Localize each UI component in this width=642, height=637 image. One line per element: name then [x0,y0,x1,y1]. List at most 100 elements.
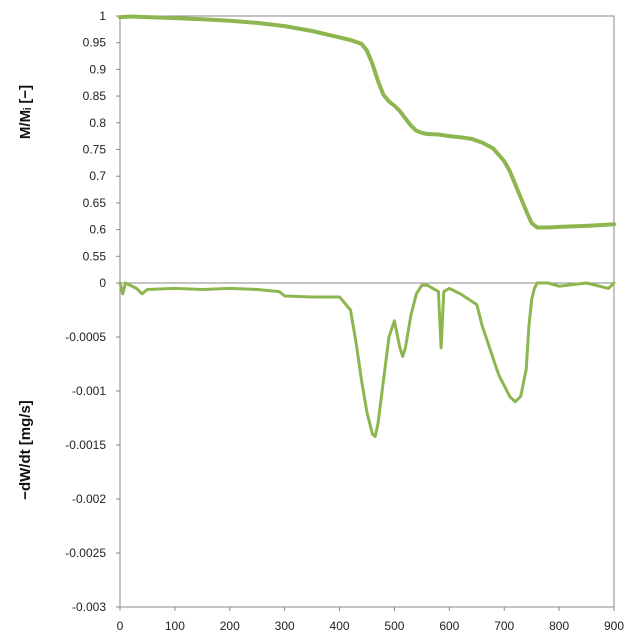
y-tick-label: -0.0015 [65,438,106,452]
tick-marks [116,15,615,611]
data-point-bottom [439,346,443,349]
data-series [118,14,616,438]
plot-frame-bottom [119,282,615,608]
data-point-top [491,146,495,150]
data-point-bottom [514,400,517,403]
y-tick-label: -0.003 [72,600,106,614]
plot-frames [119,15,615,608]
y-tick-label: 0.65 [83,196,107,210]
data-point-bottom [437,290,440,293]
bottom-y-axis-label: −dW/dt [mg/s] [17,400,34,500]
data-point-bottom [228,287,231,290]
data-point-top [447,134,451,138]
data-point-bottom [256,288,259,291]
top-y-axis-label: M/Mᵢ [−] [17,85,34,139]
y-tick-label: 0.55 [83,249,107,263]
data-point-bottom [486,341,489,344]
data-point-bottom [585,281,588,285]
tick-labels: 1 0.95 0.9 0.85 0.8 0.75 0.7 0.65 0.6 0.55 0 -0.000… [65,9,624,633]
data-point-top [480,141,484,145]
y-tick-label: -0.0025 [65,546,106,560]
y-tick-label: 0.7 [89,169,106,183]
data-point-bottom [374,435,377,438]
x-tick-label: 100 [165,619,185,633]
x-tick-label: 200 [220,619,240,633]
data-point-top [535,225,539,229]
data-point-top [118,15,122,19]
data-point-bottom [530,298,533,301]
data-point-bottom [140,292,144,295]
data-point-bottom [492,357,495,360]
data-point-bottom [360,379,363,382]
data-point-bottom [401,355,404,358]
data-point-bottom [354,341,358,344]
data-point-top [557,225,561,229]
y-tick-label: -0.0005 [65,330,106,344]
data-point-top [360,42,364,46]
y-tick-label: 0.8 [89,116,106,130]
data-point-bottom [349,308,352,312]
data-point-top [612,222,616,226]
data-point-bottom [420,283,424,287]
data-point-bottom [519,395,522,398]
y-tick-label: -0.002 [72,492,106,506]
data-point-bottom [382,379,385,382]
data-point-top [398,109,402,113]
y-tick-label: 0 [99,276,106,290]
data-point-bottom [527,325,531,328]
data-point-top [585,224,589,228]
data-point-bottom [135,287,138,290]
data-point-top [310,29,314,33]
data-point-top [436,133,440,137]
data-point-top [458,135,462,139]
data-point-bottom [524,368,528,371]
x-tick-label: 600 [439,619,459,633]
data-point-bottom [459,292,462,295]
data-point-top [513,182,517,186]
data-point-top [255,21,259,25]
data-point-top [524,209,528,213]
data-point-bottom [442,290,446,293]
y-tick-label: 0.9 [89,62,106,76]
data-point-bottom [387,335,391,339]
data-point-top [349,38,353,42]
data-point-top [228,19,232,23]
x-tick-label: 900 [604,619,624,633]
y-tick-label: 0.95 [83,36,107,50]
data-point-top [425,132,429,136]
x-tick-label: 300 [275,619,295,633]
data-point-bottom [365,411,369,414]
data-point-top [200,17,204,21]
data-point-bottom [146,288,149,291]
x-tick-label: 400 [330,619,350,633]
data-point-bottom [535,281,539,285]
data-point-top [129,15,133,19]
data-point-bottom [124,281,127,285]
data-point-top [420,131,424,135]
y-tick-label: -0.001 [72,384,106,398]
data-point-top [409,123,413,127]
data-point-bottom [393,319,396,322]
data-point-bottom [404,346,407,349]
y-tick-label: 0.6 [89,223,106,237]
data-point-bottom [409,314,413,317]
plot-frame-top [119,15,615,284]
data-point-top [392,104,396,108]
data-point-top [469,137,473,141]
data-point-bottom [310,295,314,299]
data-point-bottom [533,287,536,290]
data-point-bottom [338,295,341,299]
y-tick-label: 0.85 [83,89,107,103]
data-point-top [370,62,374,66]
data-point-top [519,196,523,200]
data-point-top [381,93,385,97]
data-point-bottom [508,395,511,398]
data-point-top [376,79,380,83]
data-point-bottom [475,303,478,306]
data-point-top [508,169,512,173]
data-point-bottom [448,287,451,290]
data-point-bottom [277,290,281,293]
data-point-top [145,15,149,19]
y-tick-label: 1 [99,9,106,23]
